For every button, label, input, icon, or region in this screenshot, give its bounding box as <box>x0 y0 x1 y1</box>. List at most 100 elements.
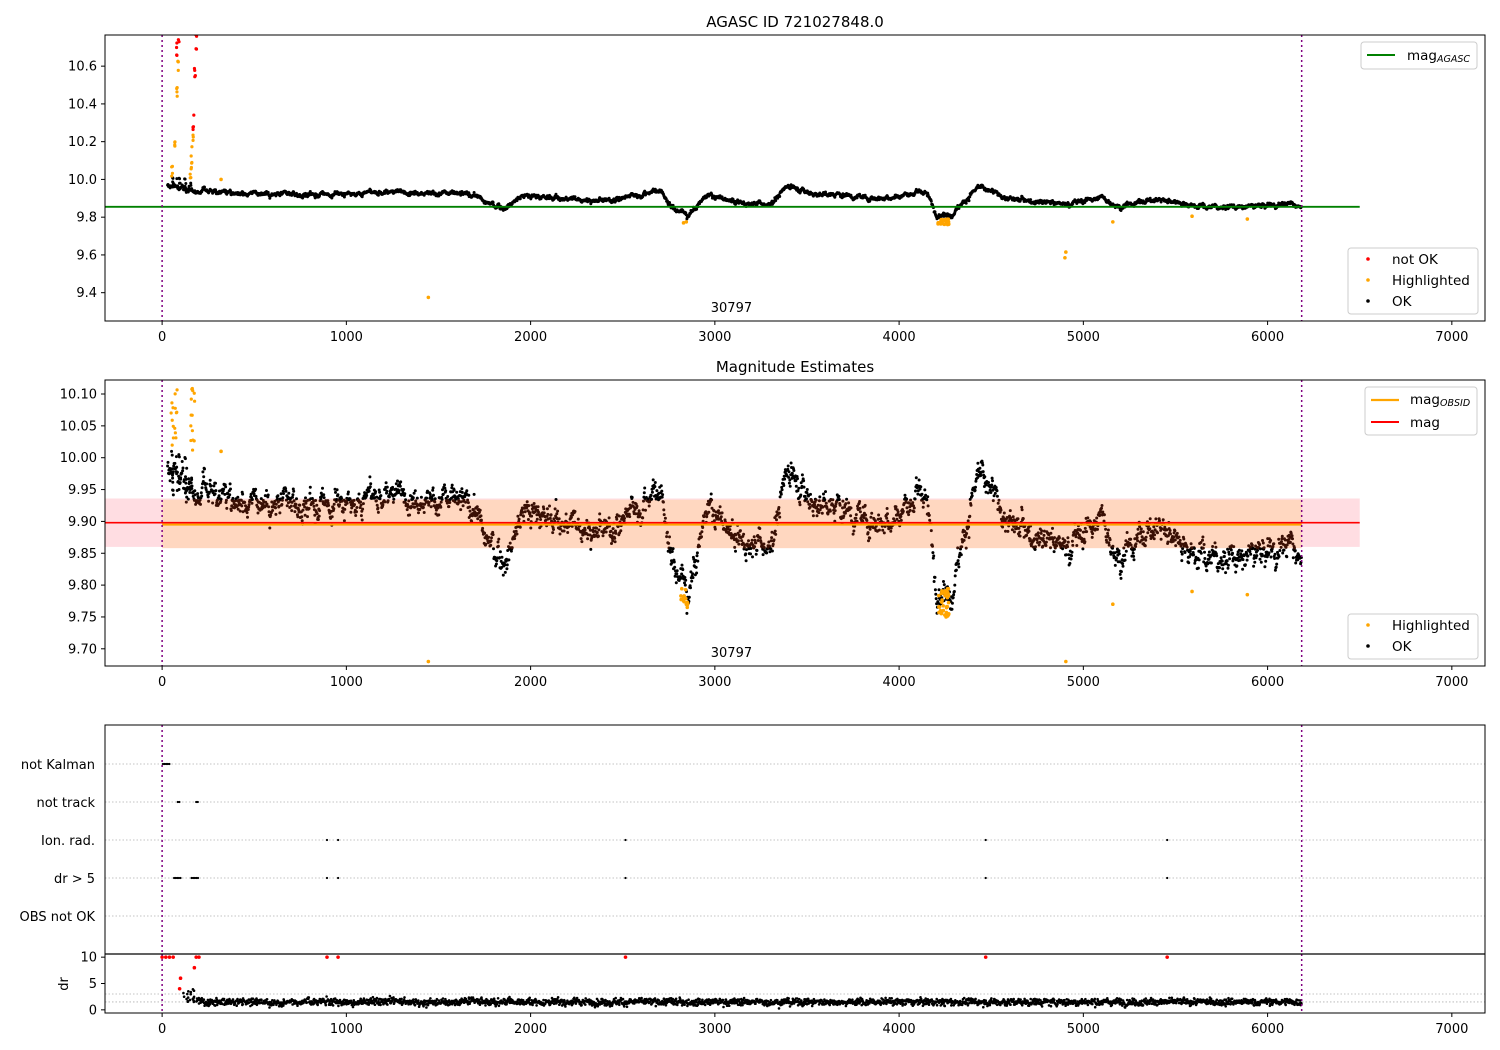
ok-point <box>441 492 445 496</box>
ok-point <box>665 530 669 534</box>
ok-point <box>219 497 223 501</box>
ok-point <box>542 507 546 511</box>
x-tick-label: 5000 <box>1067 330 1100 345</box>
ok-point <box>497 202 501 206</box>
ok-point <box>548 504 551 508</box>
ok-point <box>289 504 293 508</box>
ok-point <box>800 473 804 477</box>
ok-point <box>894 505 898 509</box>
highlighted-point <box>936 222 940 226</box>
ok-point <box>805 497 808 501</box>
ok-point <box>1148 196 1152 200</box>
ok-point <box>753 538 757 542</box>
ok-point <box>694 565 698 569</box>
ok-point <box>247 503 251 507</box>
ok-point <box>679 576 683 580</box>
ok-point <box>816 507 820 511</box>
ok-point <box>491 200 495 204</box>
ok-point <box>495 559 499 563</box>
ok-point <box>222 487 226 491</box>
ok-point <box>973 488 977 492</box>
ok-point <box>279 492 283 496</box>
ok-point <box>385 485 389 489</box>
legend-upper: mag AGASC <box>1360 41 1478 70</box>
ok-point <box>849 193 853 197</box>
ok-point <box>734 533 738 537</box>
ok-point <box>837 498 841 501</box>
ok-point <box>172 185 176 189</box>
ok-point <box>250 498 254 501</box>
ok-point <box>463 495 467 499</box>
ok-point <box>974 485 977 489</box>
ok-point <box>745 542 749 546</box>
ok-point <box>277 504 281 508</box>
ok-point <box>183 177 187 181</box>
ok-point <box>353 503 356 507</box>
legend-frame <box>1360 41 1478 70</box>
ok-point <box>413 505 416 509</box>
ok-point <box>212 484 216 488</box>
ok-point <box>868 536 872 540</box>
ok-point <box>978 466 982 470</box>
ok-point <box>226 491 230 495</box>
ok-point <box>687 595 691 599</box>
ok-point <box>239 498 243 502</box>
ok-point <box>214 489 218 493</box>
ok-point <box>642 499 645 503</box>
ok-point <box>408 513 412 517</box>
ok-point <box>585 518 589 522</box>
ok-point <box>479 514 483 518</box>
ok-point <box>193 489 197 493</box>
ok-point <box>196 496 200 500</box>
not-ok-point <box>177 26 180 29</box>
ok-point <box>798 500 802 504</box>
ok-point <box>964 546 968 550</box>
ok-point <box>280 503 284 506</box>
ok-point <box>334 490 337 494</box>
ok-point <box>854 513 858 517</box>
ok-point <box>777 511 781 515</box>
ok-point <box>193 493 197 497</box>
highlighted-point <box>1245 217 1250 221</box>
ok-point <box>956 546 960 550</box>
ok-point <box>638 512 642 516</box>
highlighted-point <box>681 221 686 225</box>
ok-point <box>954 568 958 572</box>
ok-point <box>430 497 434 501</box>
ok-point <box>175 470 179 474</box>
ok-point <box>895 517 899 521</box>
highlighted-point <box>1063 255 1067 260</box>
ok-point <box>905 506 909 510</box>
ok-point <box>312 504 316 508</box>
ok-point <box>598 512 602 516</box>
ok-point <box>503 570 507 574</box>
ok-point <box>926 504 930 508</box>
ok-point <box>885 507 889 510</box>
ok-point <box>223 492 227 496</box>
ok-point <box>787 470 791 474</box>
ok-point <box>343 507 347 511</box>
highlighted-point <box>946 222 951 227</box>
ok-point <box>753 545 757 549</box>
ok-point <box>269 513 273 517</box>
ok-point <box>771 542 775 546</box>
ok-point <box>551 531 555 535</box>
ok-point <box>518 197 522 201</box>
ok-point <box>700 530 704 534</box>
ok-point <box>768 550 772 554</box>
ok-point <box>813 503 817 507</box>
ok-point <box>228 493 232 497</box>
ok-point <box>570 524 574 528</box>
ok-point <box>494 562 498 566</box>
highlighted-point <box>173 144 177 148</box>
ok-point <box>745 548 748 552</box>
ok-point <box>341 510 345 514</box>
ok-point <box>367 489 371 493</box>
ok-point <box>698 544 701 548</box>
ok-point <box>609 529 613 533</box>
ok-point <box>411 496 415 500</box>
ok-point <box>316 518 320 521</box>
ok-point <box>176 184 180 188</box>
ok-point <box>300 515 304 519</box>
y-tick-label: 10.6 <box>68 60 97 75</box>
